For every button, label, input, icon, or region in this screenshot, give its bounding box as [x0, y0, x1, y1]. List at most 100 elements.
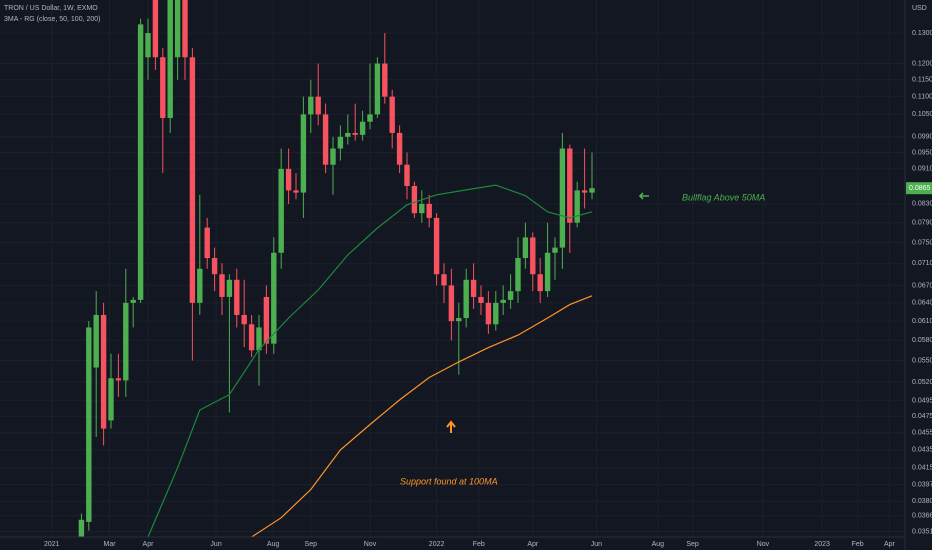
candle-body: [308, 96, 314, 115]
candle-body: [500, 299, 506, 303]
y-tick-label: 0.0750: [912, 239, 932, 246]
candle-body: [130, 299, 136, 303]
candle-body: [441, 274, 447, 286]
x-tick-label: 2021: [44, 541, 60, 548]
candle-body: [137, 24, 144, 300]
annotation: Bullflag Above 50MA: [682, 192, 765, 202]
y-tick-label: 0.0950: [912, 149, 932, 156]
candle-body: [359, 121, 366, 135]
candle-body: [78, 519, 85, 537]
candle-body: [456, 318, 462, 322]
x-tick-label: Nov: [757, 541, 770, 548]
candle-body: [559, 148, 566, 248]
candle-body: [485, 302, 492, 325]
candle-body: [211, 258, 218, 275]
candle-body: [389, 96, 395, 133]
candle-body: [367, 114, 373, 122]
candle-body: [123, 302, 129, 381]
y-tick-label: 0.0610: [912, 318, 932, 325]
y-tick-label: 0.0520: [912, 379, 932, 386]
candle-body: [382, 63, 388, 97]
x-tick-label: 2022: [429, 541, 445, 548]
annotation-arrow: [446, 420, 456, 433]
candle-body: [197, 268, 203, 303]
y-tick-label: 0.0435: [912, 447, 932, 454]
y-tick-label: 0.0640: [912, 300, 932, 307]
candle-body: [522, 237, 529, 259]
candle-body: [300, 114, 307, 193]
y-tick-label: 0.0475: [912, 413, 932, 420]
y-tick-label: 0.1100: [912, 94, 932, 101]
candle-body: [108, 378, 114, 421]
moving-average: [251, 295, 593, 537]
candle-body: [544, 252, 551, 292]
candle-body: [152, 0, 159, 58]
y-tick-label: 0.1150: [912, 77, 932, 84]
candle-body: [463, 279, 469, 319]
candle-body: [115, 378, 122, 381]
y-tick-label: 0.1200: [912, 60, 932, 67]
x-tick-label: Jun: [210, 541, 221, 548]
candle-body: [100, 314, 107, 429]
candle-body: [515, 258, 521, 292]
x-tick-label: Aug: [267, 541, 280, 548]
candle-body: [552, 247, 558, 253]
x-tick-label: Sep: [686, 541, 699, 548]
candle-body: [241, 314, 247, 325]
candle-body: [396, 132, 403, 165]
candle-body: [419, 203, 425, 214]
y-tick-label: 0.0380: [912, 498, 932, 505]
x-tick-label: Jun: [591, 541, 602, 548]
candle-body: [263, 296, 270, 344]
grid: [0, 0, 905, 537]
candle-body: [160, 57, 166, 119]
y-tick-label: 0.0580: [912, 337, 932, 344]
y-tick-label: 0.0366: [912, 512, 932, 519]
candle-body: [285, 168, 292, 191]
candle-body: [337, 136, 344, 149]
y-tick-label: 0.1300: [912, 30, 932, 37]
candle-body: [574, 190, 580, 223]
y-tick-label: 0.0790: [912, 220, 932, 227]
candle-body: [204, 227, 210, 259]
annotation: Support found at 100MA: [400, 476, 498, 486]
candle-body: [322, 114, 329, 165]
y-tick-label: 0.0990: [912, 134, 932, 141]
moving-average: [147, 184, 593, 537]
y-tick-label: 0.0910: [912, 166, 932, 173]
candle-body: [226, 279, 233, 297]
y-tick-label: 0.0830: [912, 201, 932, 208]
y-tick-label: 0.0495: [912, 398, 932, 405]
price-tag: [906, 182, 932, 195]
candle-body: [470, 279, 477, 297]
x-tick-label: Sep: [305, 541, 318, 548]
candle-body: [404, 164, 410, 186]
x-tick-label: Apr: [143, 541, 155, 548]
y-tick-label: 0.0455: [912, 430, 932, 437]
y-tick-label: 0.1050: [912, 111, 932, 118]
candle-body: [581, 190, 588, 193]
candle-body: [219, 274, 225, 297]
candle-body: [256, 327, 262, 351]
y-tick-label: 0.0397: [912, 481, 932, 488]
candle-body: [345, 132, 351, 137]
candle-body: [478, 296, 484, 303]
y-tick-label: 0.0710: [912, 260, 932, 267]
candle-body: [293, 190, 299, 193]
indicator-legend: 3MA - RG (close, 50, 100, 200): [4, 16, 101, 23]
candle-body: [271, 252, 277, 344]
candle-body: [174, 0, 181, 58]
candle-body: [182, 0, 188, 58]
candle-body: [567, 148, 573, 223]
chart-title: TRON / US Dollar, 1W, EXMO: [4, 5, 98, 12]
candle-body: [537, 274, 543, 292]
x-tick-label: Feb: [473, 541, 485, 548]
candle-body: [93, 314, 99, 368]
candle-body: [448, 285, 455, 322]
x-tick-label: Apr: [884, 541, 896, 548]
candle-body: [411, 185, 418, 214]
candle-body: [426, 203, 432, 218]
candle-body: [189, 57, 196, 303]
y-tick-label: 0.0415: [912, 465, 932, 472]
y-tick-label: 0.0670: [912, 282, 932, 289]
